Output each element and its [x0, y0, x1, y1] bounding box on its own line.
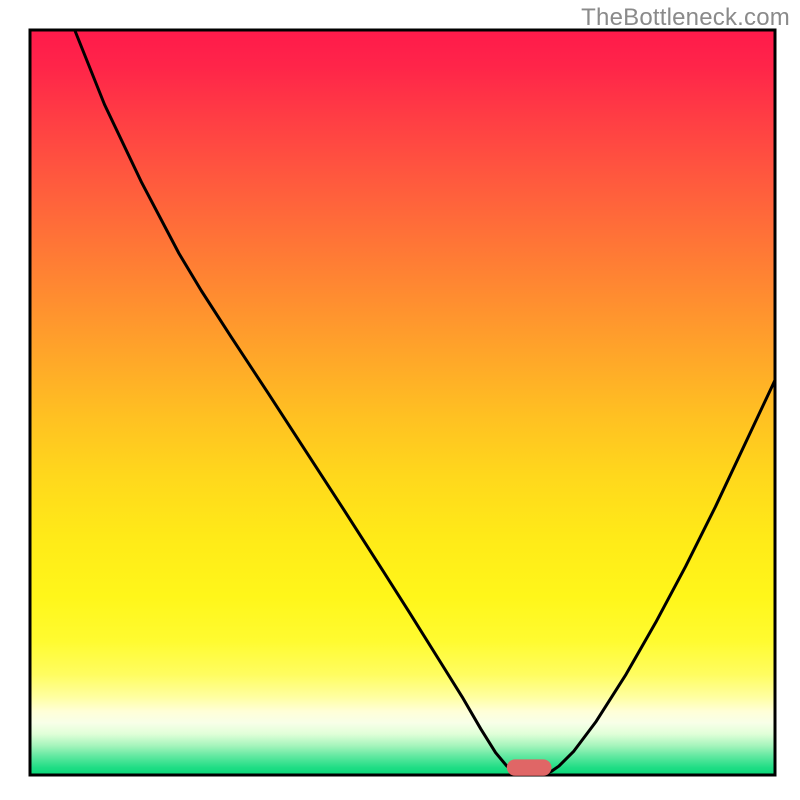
plot-background	[30, 30, 775, 775]
bottleneck-chart	[0, 0, 800, 800]
chart-container: TheBottleneck.com	[0, 0, 800, 800]
optimal-marker	[507, 759, 552, 775]
